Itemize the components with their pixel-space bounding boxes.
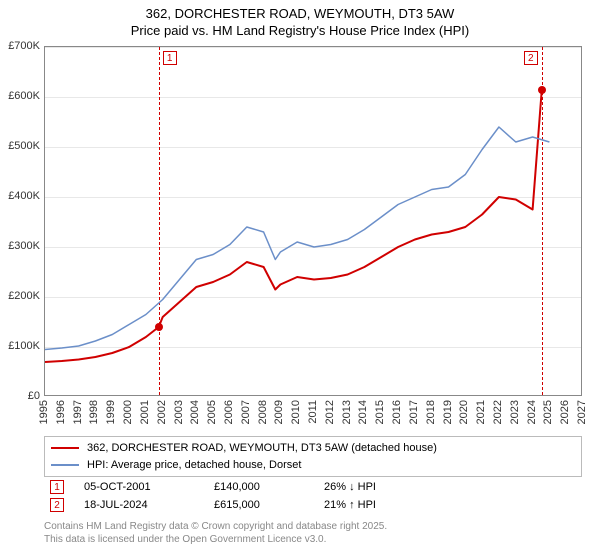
chart-plot-area: 12: [44, 46, 582, 396]
x-tick-label: 1998: [88, 400, 100, 424]
x-tick-label: 2009: [273, 400, 285, 424]
x-tick-label: 2024: [526, 400, 538, 424]
y-tick-label: £700K: [0, 40, 40, 52]
title-line-2: Price paid vs. HM Land Registry's House …: [0, 23, 600, 40]
legend-swatch-hpi: [51, 464, 79, 466]
chart-container: 362, DORCHESTER ROAD, WEYMOUTH, DT3 5AW …: [0, 0, 600, 560]
legend-swatch-price: [51, 447, 79, 449]
x-tick-label: 1995: [38, 400, 50, 424]
y-tick-label: £200K: [0, 290, 40, 302]
x-tick-label: 2021: [475, 400, 487, 424]
series-line-price_paid: [45, 90, 542, 363]
x-tick-label: 2004: [189, 400, 201, 424]
legend-row-1: 362, DORCHESTER ROAD, WEYMOUTH, DT3 5AW …: [51, 440, 575, 457]
x-tick-label: 1999: [105, 400, 117, 424]
x-tick-label: 2025: [542, 400, 554, 424]
y-tick-label: £100K: [0, 340, 40, 352]
x-tick-label: 2017: [408, 400, 420, 424]
y-tick-label: £500K: [0, 140, 40, 152]
sale-marker-2: 2: [50, 498, 64, 512]
x-tick-label: 2027: [576, 400, 588, 424]
x-tick-label: 2005: [206, 400, 218, 424]
x-tick-label: 2016: [391, 400, 403, 424]
x-tick-label: 2003: [173, 400, 185, 424]
legend-label-price: 362, DORCHESTER ROAD, WEYMOUTH, DT3 5AW …: [87, 440, 437, 457]
series-line-hpi: [45, 127, 549, 350]
x-tick-label: 2026: [559, 400, 571, 424]
legend-label-hpi: HPI: Average price, detached house, Dors…: [87, 457, 301, 474]
x-tick-label: 2018: [425, 400, 437, 424]
sale-row-1: 1 05-OCT-2001 £140,000 26% ↓ HPI: [44, 478, 582, 496]
x-tick-label: 2022: [492, 400, 504, 424]
footer-attribution: Contains HM Land Registry data © Crown c…: [44, 520, 582, 546]
y-tick-label: £300K: [0, 240, 40, 252]
x-tick-label: 2015: [374, 400, 386, 424]
x-tick-label: 2012: [324, 400, 336, 424]
x-tick-label: 2023: [509, 400, 521, 424]
y-tick-label: £0: [0, 390, 40, 402]
title-line-1: 362, DORCHESTER ROAD, WEYMOUTH, DT3 5AW: [0, 6, 600, 23]
sale-date-2: 18-JUL-2024: [84, 499, 194, 511]
sale-row-2: 2 18-JUL-2024 £615,000 21% ↑ HPI: [44, 496, 582, 514]
sale-marker-1: 1: [50, 480, 64, 494]
sale-table: 1 05-OCT-2001 £140,000 26% ↓ HPI 2 18-JU…: [44, 478, 582, 514]
y-tick-label: £400K: [0, 190, 40, 202]
sale-diff-2: 21% ↑ HPI: [324, 499, 434, 511]
sale-date-1: 05-OCT-2001: [84, 481, 194, 493]
title-block: 362, DORCHESTER ROAD, WEYMOUTH, DT3 5AW …: [0, 0, 600, 40]
sale-price-1: £140,000: [214, 481, 304, 493]
legend-row-2: HPI: Average price, detached house, Dors…: [51, 457, 575, 474]
sale-price-2: £615,000: [214, 499, 304, 511]
x-tick-label: 2001: [139, 400, 151, 424]
x-tick-label: 2007: [240, 400, 252, 424]
y-tick-label: £600K: [0, 90, 40, 102]
x-tick-label: 1996: [55, 400, 67, 424]
x-tick-label: 2008: [257, 400, 269, 424]
x-tick-label: 1997: [72, 400, 84, 424]
x-tick-label: 2013: [341, 400, 353, 424]
x-tick-label: 2020: [458, 400, 470, 424]
legend-box: 362, DORCHESTER ROAD, WEYMOUTH, DT3 5AW …: [44, 436, 582, 477]
footer-line-2: This data is licensed under the Open Gov…: [44, 533, 582, 546]
x-tick-label: 2010: [290, 400, 302, 424]
x-tick-label: 2014: [357, 400, 369, 424]
x-tick-label: 2002: [156, 400, 168, 424]
x-tick-label: 2019: [442, 400, 454, 424]
sale-diff-1: 26% ↓ HPI: [324, 481, 434, 493]
x-tick-label: 2011: [307, 400, 319, 424]
x-tick-label: 2006: [223, 400, 235, 424]
chart-svg: [45, 47, 583, 397]
x-tick-label: 2000: [122, 400, 134, 424]
footer-line-1: Contains HM Land Registry data © Crown c…: [44, 520, 582, 533]
